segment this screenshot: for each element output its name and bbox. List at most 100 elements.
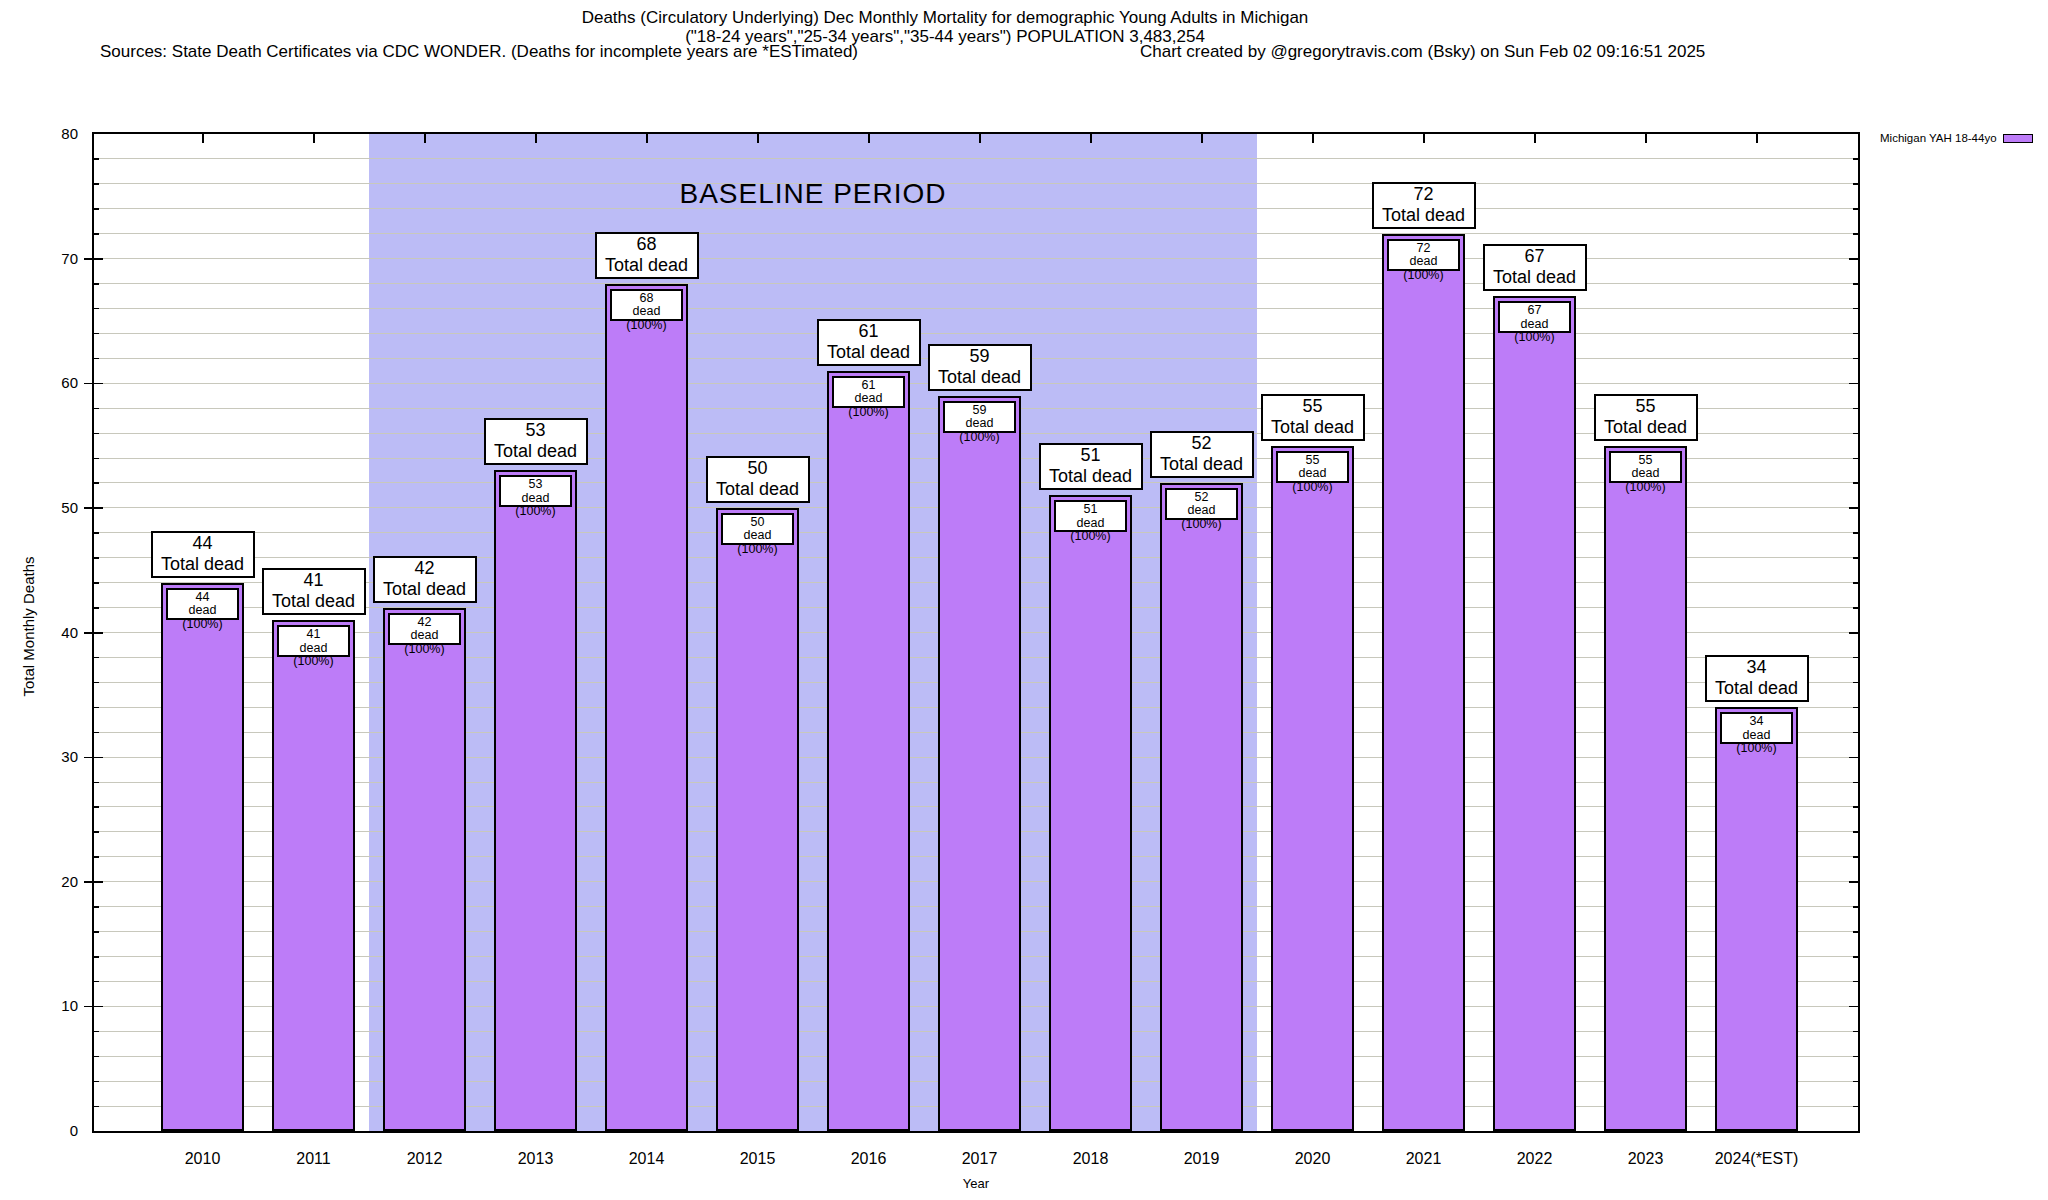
axis-tick bbox=[1853, 956, 1858, 958]
axis-tick bbox=[1853, 1056, 1858, 1058]
axis-tick bbox=[1849, 1006, 1858, 1008]
axis-tick bbox=[1853, 931, 1858, 933]
axis-tick bbox=[1853, 183, 1858, 185]
bar-2019: 52dead (100%) bbox=[1160, 483, 1243, 1131]
axis-tick bbox=[94, 358, 99, 360]
axis-tick bbox=[94, 856, 99, 858]
axis-tick bbox=[1853, 981, 1858, 983]
bar-total-label-2015: 50Total dead bbox=[706, 456, 810, 503]
bar-2010: 44dead (100%) bbox=[161, 583, 244, 1131]
axis-major-tick bbox=[84, 632, 92, 634]
axis-tick bbox=[1853, 557, 1858, 559]
bar-total-label-2010: 44Total dead bbox=[151, 531, 255, 578]
top-axis-tick bbox=[1090, 134, 1092, 143]
axis-tick bbox=[1853, 433, 1858, 435]
bar-inner-label-2012: 42dead (100%) bbox=[388, 613, 461, 645]
axis-tick bbox=[94, 732, 99, 734]
axis-tick bbox=[94, 881, 103, 883]
axis-tick bbox=[1853, 1031, 1858, 1033]
axis-tick bbox=[1853, 732, 1858, 734]
axis-tick bbox=[1853, 458, 1858, 460]
bar-inner-label-2010: 44dead (100%) bbox=[166, 588, 239, 620]
gridline bbox=[94, 258, 1858, 259]
bar-inner-label-2022: 67dead (100%) bbox=[1498, 301, 1571, 333]
y-tick-label: 80 bbox=[0, 125, 78, 142]
gridline bbox=[94, 333, 1858, 334]
top-axis-tick bbox=[1756, 134, 1758, 143]
top-axis-tick bbox=[1423, 134, 1425, 143]
axis-tick bbox=[1853, 532, 1858, 534]
top-axis-tick bbox=[979, 134, 981, 143]
y-tick-label: 20 bbox=[0, 873, 78, 890]
legend: Michigan YAH 18-44yo bbox=[1880, 132, 2033, 144]
y-tick-label: 50 bbox=[0, 499, 78, 516]
top-axis-tick bbox=[1645, 134, 1647, 143]
axis-tick bbox=[94, 682, 99, 684]
axis-tick bbox=[94, 607, 99, 609]
bar-2012: 42dead (100%) bbox=[383, 608, 466, 1131]
axis-tick bbox=[94, 582, 99, 584]
axis-tick bbox=[94, 782, 99, 784]
bar-2014: 68dead (100%) bbox=[605, 284, 688, 1131]
axis-tick bbox=[1853, 358, 1858, 360]
bar-inner-label-2016: 61dead (100%) bbox=[832, 376, 905, 408]
axis-tick bbox=[94, 482, 99, 484]
axis-tick bbox=[94, 981, 99, 983]
bar-total-label-2024(*EST): 34Total dead bbox=[1705, 655, 1809, 702]
top-axis-tick bbox=[1534, 134, 1536, 143]
baseline-period-label: BASELINE PERIOD bbox=[369, 178, 1257, 210]
bar-2021: 72dead (100%) bbox=[1382, 234, 1465, 1131]
bar-2018: 51dead (100%) bbox=[1049, 495, 1132, 1131]
gridline bbox=[94, 283, 1858, 284]
bar-total-label-2023: 55Total dead bbox=[1594, 394, 1698, 441]
axis-tick bbox=[1853, 682, 1858, 684]
bar-total-label-2017: 59Total dead bbox=[928, 344, 1032, 391]
bar-inner-label-2018: 51dead (100%) bbox=[1054, 500, 1127, 532]
axis-tick bbox=[1853, 233, 1858, 235]
bar-total-label-2021: 72Total dead bbox=[1372, 182, 1476, 229]
bar-total-label-2013: 53Total dead bbox=[484, 418, 588, 465]
chart-page: Deaths (Circulatory Underlying) Dec Mont… bbox=[0, 0, 2048, 1200]
axis-tick bbox=[94, 657, 99, 659]
axis-tick bbox=[1853, 607, 1858, 609]
axis-tick bbox=[1853, 707, 1858, 709]
axis-tick bbox=[94, 158, 99, 160]
bar-total-label-2011: 41Total dead bbox=[262, 568, 366, 615]
axis-tick bbox=[1853, 856, 1858, 858]
axis-tick bbox=[94, 707, 99, 709]
bar-inner-label-2024(*EST): 34dead (100%) bbox=[1720, 712, 1793, 744]
axis-tick bbox=[1849, 632, 1858, 634]
axis-tick bbox=[94, 806, 99, 808]
bar-inner-label-2021: 72dead (100%) bbox=[1387, 239, 1460, 271]
axis-tick bbox=[94, 1056, 99, 1058]
gridline bbox=[94, 308, 1858, 309]
bar-inner-label-2023: 55dead (100%) bbox=[1609, 451, 1682, 483]
top-axis-tick bbox=[424, 134, 426, 143]
bar-2024(*EST): 34dead (100%) bbox=[1715, 707, 1798, 1131]
top-axis-tick bbox=[868, 134, 870, 143]
axis-tick bbox=[1853, 333, 1858, 335]
axis-tick bbox=[94, 1081, 99, 1083]
bar-2017: 59dead (100%) bbox=[938, 396, 1021, 1131]
axis-tick bbox=[94, 408, 99, 410]
axis-tick bbox=[94, 632, 103, 634]
chart-title-block: Deaths (Circulatory Underlying) Dec Mont… bbox=[0, 8, 1890, 46]
bar-inner-label-2011: 41dead (100%) bbox=[277, 625, 350, 657]
chart-title: Deaths (Circulatory Underlying) Dec Mont… bbox=[0, 8, 1890, 27]
chart-credit-note: Chart created by @gregorytravis.com (Bsk… bbox=[1140, 42, 1705, 62]
axis-tick bbox=[1853, 208, 1858, 210]
bar-total-label-2022: 67Total dead bbox=[1483, 244, 1587, 291]
bar-inner-label-2020: 55dead (100%) bbox=[1276, 451, 1349, 483]
top-axis-tick bbox=[1312, 134, 1314, 143]
axis-tick bbox=[94, 233, 99, 235]
axis-tick bbox=[1853, 906, 1858, 908]
axis-tick bbox=[1853, 657, 1858, 659]
axis-tick bbox=[1853, 158, 1858, 160]
axis-tick bbox=[94, 906, 99, 908]
axis-tick bbox=[94, 208, 99, 210]
axis-tick bbox=[94, 333, 99, 335]
y-tick-label: 70 bbox=[0, 250, 78, 267]
axis-tick bbox=[1853, 782, 1858, 784]
axis-tick bbox=[1853, 582, 1858, 584]
axis-tick bbox=[1853, 806, 1858, 808]
